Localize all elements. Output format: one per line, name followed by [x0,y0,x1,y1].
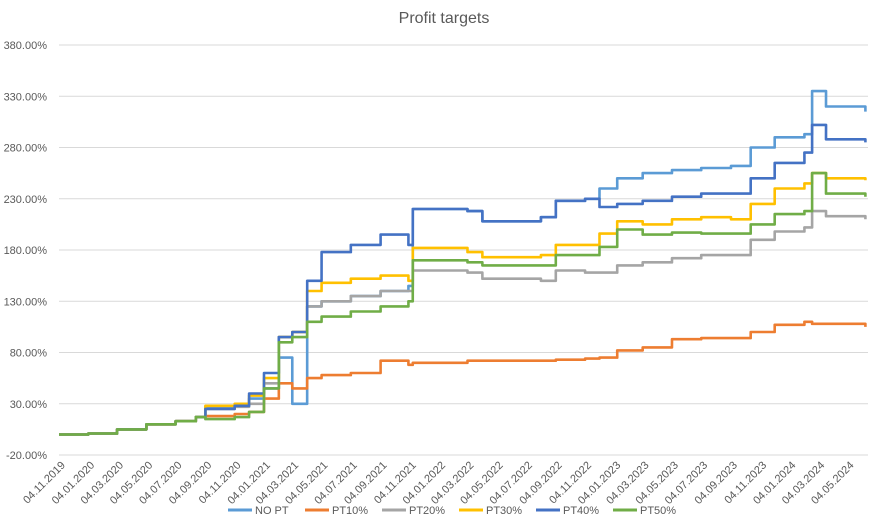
legend-label: PT40% [563,505,599,517]
y-tick-label: 380.00% [4,40,48,52]
legend-label: PT30% [486,505,522,517]
series-line-nopt [59,89,867,436]
x-axis: 04.11.201904.01.202004.03.202004.05.2020… [21,459,856,506]
y-tick-label: 180.00% [4,245,48,257]
legend-label: PT50% [640,505,676,517]
series-line-pt50 [59,171,867,436]
y-axis: -20.00% 30.00% 80.00% 130.00% 180.00% 230.00%… [4,40,48,462]
y-tick-label: 80.00% [10,348,48,360]
y-tick-label: 230.00% [4,194,48,206]
legend-item: PT10% [305,505,368,517]
y-tick-label: -20.00% [6,450,47,462]
legend-item: PT20% [382,505,445,517]
legend-label: PT20% [409,505,445,517]
legend-label: PT10% [332,505,368,517]
series-line-pt20 [59,209,867,436]
legend: NO PT PT10% PT20% PT30% PT40% PT50% [228,505,676,517]
y-tick-label: 280.00% [4,143,48,155]
series-lines [59,89,867,436]
y-tick-label: 30.00% [10,399,48,411]
legend-item: NO PT [228,505,289,517]
gridlines [59,44,868,456]
legend-item: PT50% [613,505,676,517]
series-line-pt40 [59,123,867,436]
legend-item: PT40% [536,505,599,517]
legend-label: NO PT [255,505,289,517]
y-tick-label: 130.00% [4,296,48,308]
series-line-pt30 [59,171,867,436]
series-line-pt10 [59,320,867,436]
chart-title: Profit targets [399,10,490,27]
legend-item: PT30% [459,505,522,517]
y-tick-label: 330.00% [4,91,48,103]
